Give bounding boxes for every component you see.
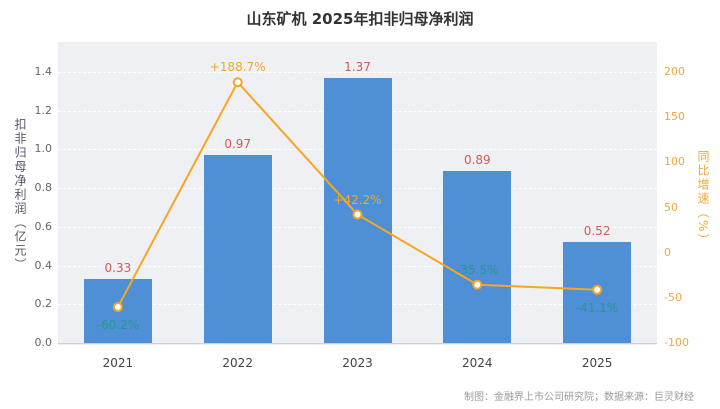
left-axis-tick: 0.0	[34, 336, 53, 349]
growth-label: -35.5%	[456, 262, 499, 277]
bar-value-label: 0.89	[463, 152, 491, 167]
plot-area: 0.33 0.97 1.37 0.89 0.52 -60.2% +188.7% +42.2% -…	[58, 42, 657, 345]
line-point	[352, 209, 363, 220]
left-axis-tick: 0.8	[34, 181, 53, 195]
chart-title: 山东矿机 2025年扣非归母净利润	[246, 10, 474, 28]
left-axis-tick: 0.4	[34, 258, 53, 272]
right-axis-tick: -50	[664, 290, 682, 304]
right-axis-tick: 0	[664, 245, 671, 259]
bar-value-label: 0.97	[224, 137, 252, 152]
bar-value-label: 0.52	[583, 224, 611, 239]
bar	[203, 155, 272, 343]
growth-line	[112, 77, 603, 313]
x-axis-label: 2021	[102, 356, 134, 370]
right-axis-tick: 150	[664, 110, 685, 124]
growth-label: -60.2%	[96, 318, 140, 333]
x-axis-label: 2023	[342, 356, 373, 370]
x-axis-line	[58, 343, 657, 344]
right-axis-tick: -100	[664, 336, 689, 349]
line-point	[472, 279, 483, 290]
bar-value-label: 1.37	[344, 59, 371, 74]
x-axis-label: 2022	[222, 356, 253, 370]
right-axis-title: 同比增速（%）	[696, 150, 710, 248]
x-axis-label: 2024	[462, 356, 493, 370]
gridline	[58, 72, 657, 73]
x-axis-label: 2025	[581, 356, 613, 370]
left-axis-tick: 1.2	[34, 103, 53, 117]
line-point	[592, 284, 603, 295]
growth-label: +188.7%	[209, 60, 266, 75]
growth-label: -41.1%	[575, 300, 619, 315]
left-axis-tick: 1.4	[34, 65, 53, 78]
line-point	[112, 302, 123, 313]
left-axis-tick: 0.2	[34, 297, 53, 311]
left-axis-tick: 1.0	[34, 142, 53, 156]
bar-value-label: 0.33	[104, 261, 132, 276]
right-axis-tick: 200	[664, 65, 685, 78]
right-axis-tick: 50	[664, 200, 678, 214]
chart-footer: 制图：金融界上市公司研究院；数据来源：巨灵财经	[464, 392, 694, 403]
line-point	[232, 77, 243, 88]
bar	[443, 170, 512, 343]
left-axis-title: 扣非归母净利润（亿元）	[13, 118, 27, 272]
left-axis-tick: 0.6	[34, 219, 53, 233]
right-axis-tick: 100	[664, 155, 685, 169]
growth-label: +42.2%	[333, 192, 382, 207]
